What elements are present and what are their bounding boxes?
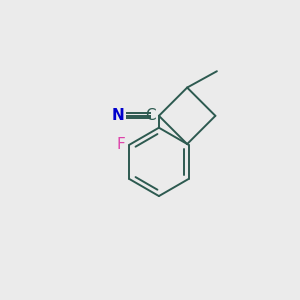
Text: F: F (116, 137, 125, 152)
Text: N: N (112, 108, 125, 123)
Text: C: C (145, 108, 156, 123)
